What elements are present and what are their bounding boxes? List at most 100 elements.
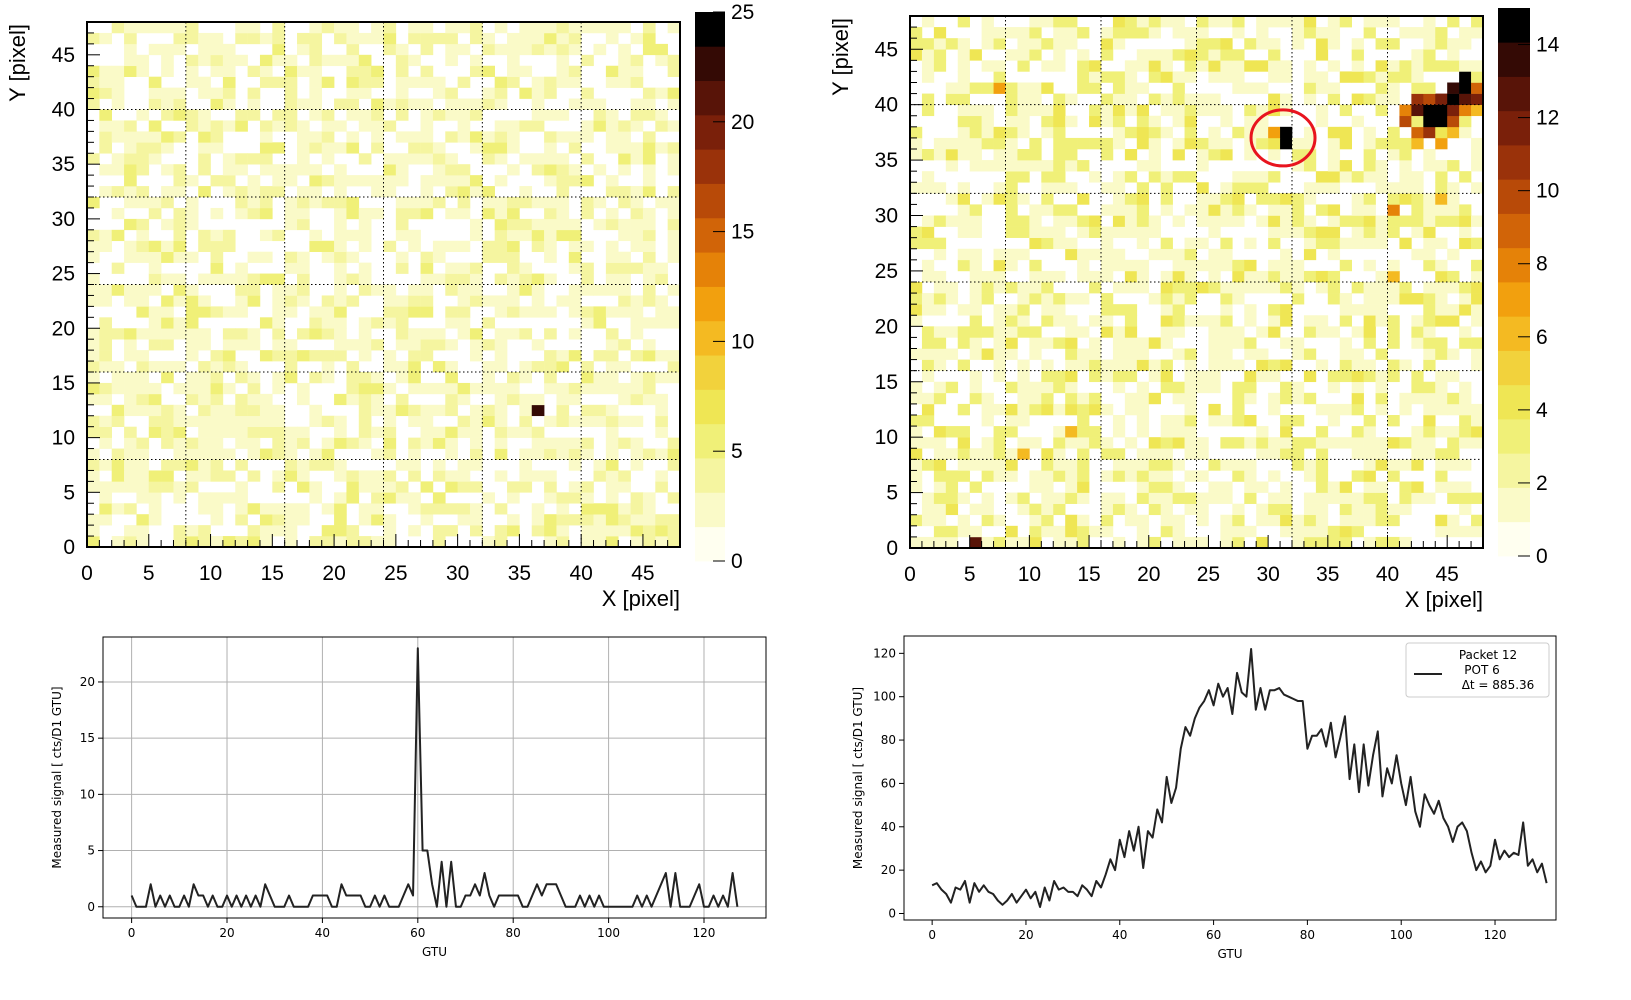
heatmap-cell xyxy=(395,76,409,88)
heatmap-cell xyxy=(87,284,100,296)
heatmap-cell xyxy=(1172,259,1185,272)
heatmap-cell xyxy=(346,197,360,209)
heatmap-cell xyxy=(185,120,199,132)
heatmap-cell xyxy=(1136,27,1150,39)
heatmap-cell xyxy=(1303,126,1317,139)
heatmap-cell xyxy=(1351,204,1364,216)
heatmap-cell xyxy=(568,43,582,56)
heatmap-cell xyxy=(981,27,994,39)
heatmap-cell xyxy=(1459,525,1472,538)
heatmap-cell xyxy=(99,109,112,121)
heatmap-cell xyxy=(136,142,150,154)
x-tick-label: 0 xyxy=(904,563,916,586)
heatmap-cell xyxy=(235,120,248,132)
heatmap-cell xyxy=(556,229,570,242)
heatmap-cell xyxy=(1459,226,1472,238)
heatmap-cell xyxy=(1256,270,1269,283)
heatmap-cell xyxy=(1435,93,1448,105)
heatmap-cell xyxy=(630,197,644,209)
heatmap-cell xyxy=(457,273,471,285)
heatmap-cell xyxy=(198,54,211,67)
heatmap-cell xyxy=(210,175,224,187)
heatmap-cell xyxy=(544,207,557,220)
heatmap-cell xyxy=(1220,326,1233,338)
heatmap-cell xyxy=(1124,282,1138,294)
heatmap-cell xyxy=(173,218,187,231)
heatmap-cell xyxy=(1315,448,1329,460)
heatmap-cell xyxy=(910,348,923,360)
heatmap-cell xyxy=(618,43,631,56)
heatmap-cell xyxy=(1447,248,1460,261)
heatmap-cell xyxy=(993,270,1006,283)
heatmap-cell xyxy=(1184,381,1197,394)
heatmap-cell xyxy=(1172,392,1185,405)
heatmap-cell xyxy=(1089,282,1102,294)
colorbar-segment xyxy=(695,355,725,390)
heatmap-cell xyxy=(1435,60,1448,72)
heatmap-cell xyxy=(993,337,1006,349)
heatmap-cell xyxy=(494,437,508,449)
heatmap-cell xyxy=(1172,93,1185,105)
heatmap-cell xyxy=(1327,536,1341,549)
heatmap-cell xyxy=(1172,171,1185,183)
heatmap-cell xyxy=(111,164,125,176)
heatmap-cell xyxy=(161,306,174,318)
heatmap-cell xyxy=(87,98,100,110)
heatmap-cell xyxy=(136,218,150,231)
heatmap-cell xyxy=(1112,259,1126,272)
heatmap-cell xyxy=(1005,82,1018,94)
heatmap-cell xyxy=(1136,381,1150,394)
heatmap-cell xyxy=(1363,259,1376,272)
heatmap-cell xyxy=(1208,315,1221,327)
heatmap-cell xyxy=(321,415,335,427)
heatmap-cell xyxy=(969,503,982,516)
heatmap-cell xyxy=(111,76,125,88)
heatmap-cell xyxy=(111,481,125,493)
heatmap-cell xyxy=(1327,171,1341,183)
heatmap-cell xyxy=(111,448,125,460)
heatmap-cell xyxy=(482,382,495,395)
heatmap-cell xyxy=(346,175,360,187)
heatmap-cell xyxy=(507,131,520,143)
x-tick-label: 0 xyxy=(128,926,136,940)
heatmap-cell xyxy=(1387,459,1400,471)
heatmap-cell xyxy=(1375,38,1388,50)
heatmap-cell xyxy=(297,120,310,132)
heatmap-cell xyxy=(1303,326,1317,338)
heatmap-cell xyxy=(1339,137,1352,150)
heatmap-cell xyxy=(581,87,594,99)
heatmap-cell xyxy=(1220,459,1233,471)
heatmap-cell xyxy=(247,98,261,110)
heatmap-cell xyxy=(235,492,248,504)
heatmap-cell xyxy=(910,282,923,294)
heatmap-cell xyxy=(1184,49,1197,61)
heatmap-cell xyxy=(1435,115,1448,128)
heatmap-cell xyxy=(1005,215,1018,227)
heatmap-cell xyxy=(420,175,434,187)
heatmap-cell xyxy=(1292,437,1305,449)
heatmap-cell xyxy=(957,204,970,216)
heatmap-cell xyxy=(921,514,935,527)
heatmap-cell xyxy=(259,514,273,526)
heatmap-cell xyxy=(667,164,681,176)
heatmap-cell xyxy=(1292,536,1305,549)
heatmap-cell xyxy=(1387,259,1400,272)
heatmap-cell xyxy=(111,186,125,198)
heatmap-cell xyxy=(544,87,557,99)
heatmap-cell xyxy=(469,459,483,471)
heatmap-cell xyxy=(99,186,112,198)
heatmap-cell xyxy=(1387,503,1400,516)
heatmap-cell xyxy=(945,293,959,305)
heatmap-cell xyxy=(1363,149,1376,161)
heatmap-cell xyxy=(334,120,347,132)
colorbar-segment xyxy=(1498,110,1530,146)
heatmap-cell xyxy=(494,218,508,231)
heatmap-cell xyxy=(99,87,112,99)
heatmap-cell xyxy=(1256,16,1269,28)
heatmap-cell xyxy=(1112,248,1126,261)
heatmap-cell xyxy=(1101,115,1114,128)
heatmap-cell xyxy=(642,339,656,351)
heatmap-cell xyxy=(1303,503,1317,516)
heatmap-cell xyxy=(1435,104,1448,117)
heatmap-cell xyxy=(432,536,446,548)
